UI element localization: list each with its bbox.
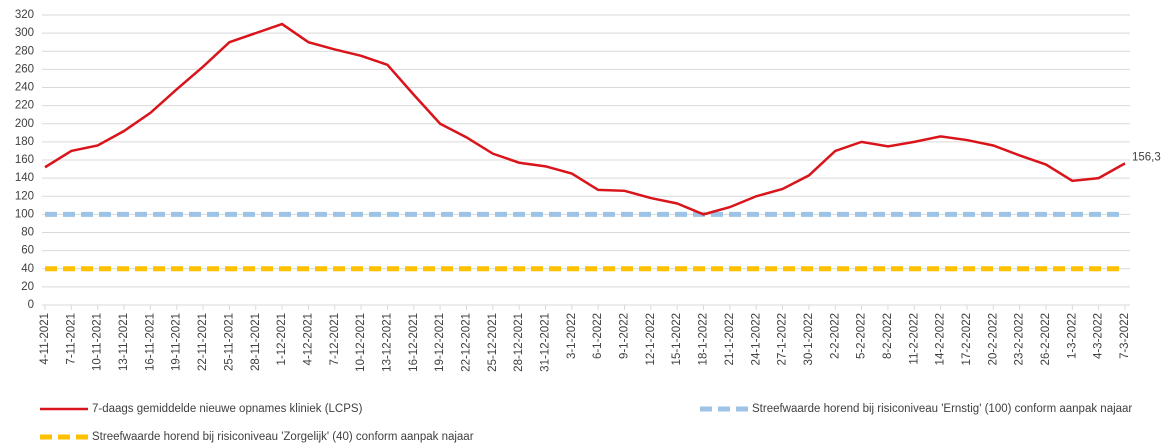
x-tick-label: 14-2-2022 — [935, 313, 947, 365]
x-tick-label: 16-12-2021 — [408, 313, 420, 372]
x-tick-label: 26-2-2022 — [1040, 313, 1052, 365]
x-tick-label: 4-3-2022 — [1093, 313, 1105, 359]
x-tick-label: 30-1-2022 — [803, 313, 815, 365]
legend-label: 7-daags gemiddelde nieuwe opnames klinie… — [92, 403, 363, 415]
x-tick-label: 13-11-2021 — [118, 313, 130, 371]
x-tick-label: 6-1-2022 — [592, 313, 604, 359]
y-tick-label: 320 — [15, 9, 34, 21]
x-tick-label: 1-12-2021 — [276, 313, 288, 365]
x-tick-label: 7-3-2022 — [1119, 313, 1131, 359]
x-tick-label: 23-2-2022 — [1014, 313, 1026, 365]
y-tick-label: 200 — [15, 118, 34, 130]
x-tick-label: 20-2-2022 — [987, 313, 999, 365]
x-tick-label: 15-1-2022 — [671, 313, 683, 365]
y-tick-label: 20 — [21, 281, 34, 293]
y-tick-label: 280 — [15, 45, 34, 57]
x-tick-label: 7-11-2021 — [65, 313, 77, 365]
x-tick-label: 10-12-2021 — [355, 313, 367, 372]
y-tick-label: 80 — [21, 227, 34, 239]
y-tick-label: 140 — [15, 172, 34, 184]
x-tick-label: 7-12-2021 — [329, 313, 341, 365]
x-tick-label: 17-2-2022 — [961, 313, 973, 365]
x-tick-label: 1-3-2022 — [1066, 313, 1078, 359]
x-tick-label: 3-1-2022 — [566, 313, 578, 359]
x-tick-label: 25-12-2021 — [487, 313, 499, 372]
x-tick-label: 2-2-2022 — [829, 313, 841, 359]
legend-label: Streefwaarde horend bij risiconiveau 'Zo… — [92, 431, 474, 443]
x-tick-label: 5-2-2022 — [856, 313, 868, 359]
data-label: 156,3 — [1132, 151, 1161, 163]
x-tick-label: 19-12-2021 — [434, 313, 446, 372]
y-tick-label: 300 — [15, 27, 34, 39]
x-tick-label: 22-12-2021 — [460, 313, 472, 372]
x-tick-label: 12-1-2022 — [645, 313, 657, 365]
series-line — [44, 22, 1126, 216]
x-tick-label: 4-12-2021 — [302, 313, 314, 365]
y-tick-label: 0 — [28, 299, 34, 311]
x-tick-label: 25-11-2021 — [223, 313, 235, 371]
y-tick-label: 240 — [15, 82, 34, 94]
x-tick-label: 18-1-2022 — [698, 313, 710, 365]
x-tick-label: 28-11-2021 — [250, 313, 262, 371]
x-tick-label: 13-12-2021 — [381, 313, 393, 372]
legend-label: Streefwaarde horend bij risiconiveau 'Er… — [752, 403, 1132, 415]
x-tick-label: 21-1-2022 — [724, 313, 736, 365]
x-tick-label: 9-1-2022 — [619, 313, 631, 359]
x-tick-label: 4-11-2021 — [39, 313, 51, 365]
y-tick-label: 120 — [15, 190, 34, 202]
y-tick-label: 260 — [15, 63, 34, 75]
x-tick-label: 16-11-2021 — [144, 313, 156, 371]
x-tick-label: 22-11-2021 — [197, 313, 209, 371]
x-tick-label: 28-12-2021 — [513, 313, 525, 372]
x-tick-label: 24-1-2022 — [750, 313, 762, 365]
x-tick-label: 11-2-2022 — [908, 313, 920, 365]
y-tick-label: 100 — [15, 208, 34, 220]
y-tick-label: 40 — [21, 263, 34, 275]
x-tick-label: 8-2-2022 — [882, 313, 894, 359]
y-tick-label: 160 — [15, 154, 34, 166]
x-tick-label: 10-11-2021 — [92, 313, 104, 371]
x-tick-label: 19-11-2021 — [171, 313, 183, 371]
y-tick-label: 220 — [15, 100, 34, 112]
y-tick-label: 180 — [15, 136, 34, 148]
y-tick-label: 60 — [21, 245, 34, 257]
x-tick-label: 31-12-2021 — [540, 313, 552, 372]
x-tick-label: 27-1-2022 — [777, 313, 789, 365]
